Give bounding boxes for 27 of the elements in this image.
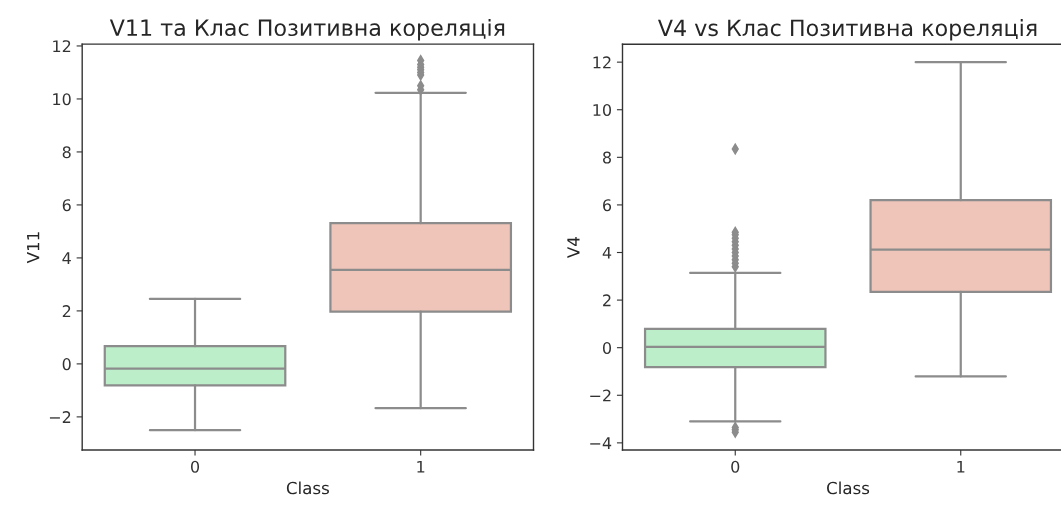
y-tick-label: 2	[603, 294, 611, 307]
y-tick-label: 2	[62, 305, 71, 317]
y-axis-title: V11	[27, 232, 40, 264]
y-tick-label: 4	[602, 246, 612, 259]
y-tick-label: 6	[603, 199, 612, 212]
chart-title: V11 та Клас Позитивна кореляція	[109, 18, 505, 41]
x-tick-label: 1	[957, 460, 965, 473]
y-tick-label: 12	[53, 40, 71, 53]
y-tick-label: 10	[53, 93, 71, 106]
y-tick-label: −2	[49, 411, 71, 423]
y-tick-label: 6	[62, 199, 71, 212]
y-tick-label: 0	[602, 341, 612, 354]
y-axis-title: V4	[567, 237, 580, 259]
x-tick-label: 0	[191, 460, 200, 473]
y-tick-label: −4	[590, 437, 612, 449]
y-tick-label: 12	[593, 56, 611, 69]
chart-title: V4 vs Клас Позитивна кореляція	[657, 19, 1037, 41]
y-tick-label: −2	[590, 389, 611, 402]
y-tick-label: 8	[62, 146, 71, 159]
y-tick-label: 4	[62, 252, 71, 264]
x-tick-label: 0	[731, 460, 740, 473]
y-tick-label: 10	[593, 103, 612, 117]
y-tick-label: 0	[62, 358, 71, 371]
y-tick-label: 8	[603, 151, 611, 164]
x-tick-label: 1	[417, 460, 425, 473]
x-axis-title: Class	[827, 481, 870, 495]
x-axis-title: Class	[286, 481, 329, 495]
